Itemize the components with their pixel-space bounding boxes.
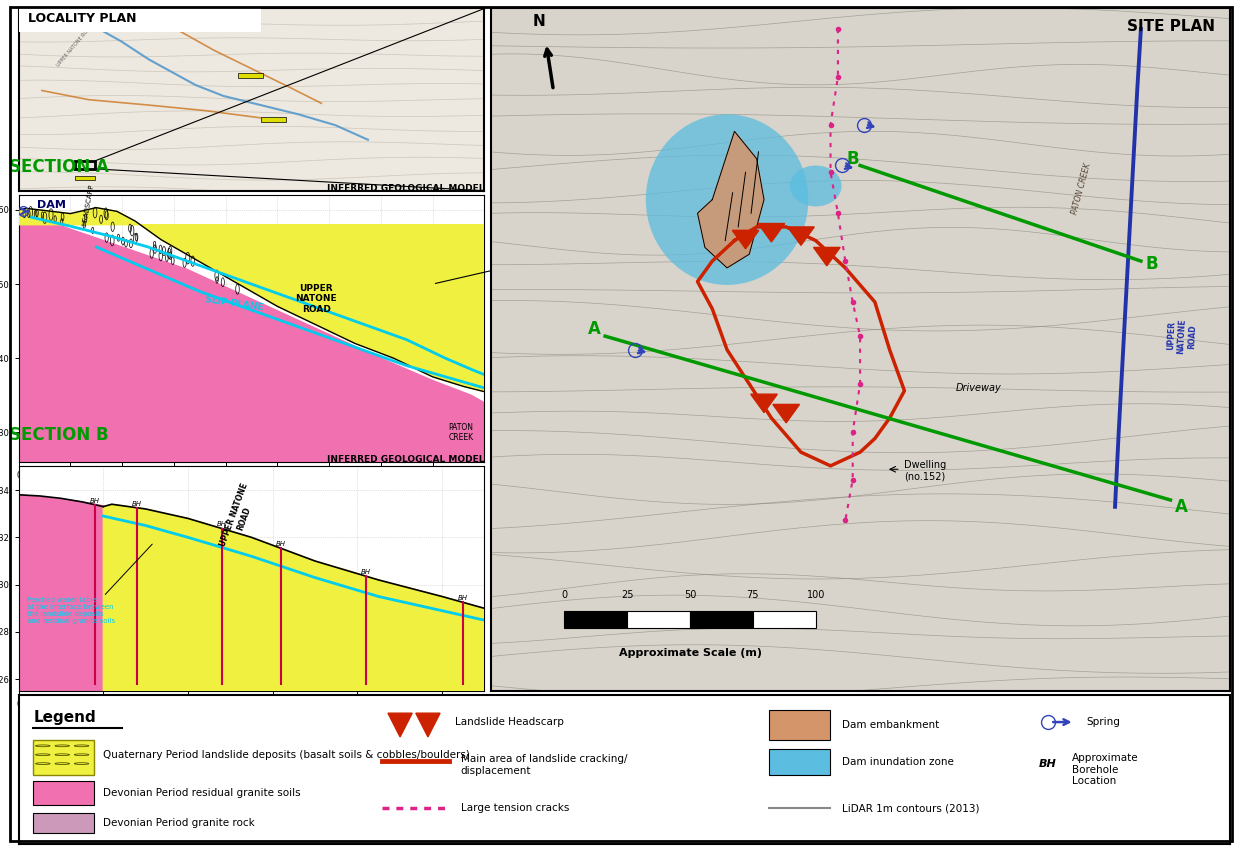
Bar [753,611,816,628]
Text: LiDAR 1m contours (2013): LiDAR 1m contours (2013) [842,803,980,813]
Polygon shape [758,224,785,242]
Text: BH: BH [276,541,286,547]
Text: UPPER NATONE ROAD: UPPER NATONE ROAD [56,24,94,68]
Text: Devonian Period residual granite soils: Devonian Period residual granite soils [103,789,301,798]
Polygon shape [19,494,484,691]
Polygon shape [388,713,412,737]
Polygon shape [19,208,484,392]
Text: Dwelling
(no.152): Dwelling (no.152) [904,460,946,482]
Polygon shape [733,231,759,248]
Text: 50: 50 [684,590,697,600]
Text: Spring: Spring [1087,717,1120,727]
FancyBboxPatch shape [34,739,93,775]
Text: Landslide deposits have
pushed out into Paton
Creek (1.5m vertical
step): Landslide deposits have pushed out into … [497,336,581,364]
Bar [75,161,96,169]
Text: LOCALITY PLAN: LOCALITY PLAN [27,12,137,25]
Text: A: A [1175,498,1189,516]
Text: 25: 25 [621,590,633,600]
Text: BH: BH [217,522,227,527]
Text: BH: BH [361,569,371,575]
Text: BH: BH [132,500,142,506]
Text: BH: BH [1040,759,1057,768]
Text: A: A [587,321,600,338]
Text: INFERRED GEOLOGICAL MODEL: INFERRED GEOLOGICAL MODEL [327,455,484,464]
Text: SECTION B: SECTION B [10,426,109,444]
Text: 0: 0 [561,590,568,600]
Text: Legend: Legend [34,711,96,725]
Text: Landslide Headscarp: Landslide Headscarp [455,717,564,727]
Bar [19,8,261,32]
Text: BH: BH [458,595,468,601]
Text: Dam embankment: Dam embankment [842,720,939,730]
Text: Approximate Scale (m): Approximate Scale (m) [619,648,761,658]
Text: BH: BH [89,498,99,504]
Bar [75,176,96,180]
Text: PATON
CREEK: PATON CREEK [448,423,473,442]
Text: 100: 100 [806,590,825,600]
Text: Large tension cracks: Large tension cracks [461,803,569,813]
Polygon shape [19,217,484,462]
Text: DAM: DAM [37,200,66,210]
Text: Driveway: Driveway [956,382,1002,393]
Ellipse shape [646,114,809,285]
FancyBboxPatch shape [769,749,830,775]
Text: Devonian Period granite rock: Devonian Period granite rock [103,818,255,828]
Polygon shape [416,713,440,737]
Text: PATON CREEK: PATON CREEK [1071,162,1093,215]
Text: Approximate
Borehole
Location: Approximate Borehole Location [1072,753,1139,786]
FancyBboxPatch shape [769,711,830,739]
Text: 75: 75 [746,590,759,600]
Bar [237,73,263,78]
Polygon shape [787,227,815,245]
Bar [627,611,691,628]
Ellipse shape [790,165,842,206]
Text: SITE PLAN: SITE PLAN [1126,19,1215,34]
Polygon shape [19,217,484,462]
FancyBboxPatch shape [34,812,93,834]
Text: Main area of landslide cracking/
displacement: Main area of landslide cracking/ displac… [461,755,627,776]
Polygon shape [19,494,484,691]
Bar [261,117,287,121]
Text: B: B [846,149,859,168]
Text: HEADSCARP: HEADSCARP [82,183,96,226]
Text: Perched water table
at the interface between
the landslide deposits
and residual: Perched water table at the interface bet… [497,270,595,310]
Text: Quaternary Period landslide deposits (basalt soils & cobbles/boulders): Quaternary Period landslide deposits (ba… [103,750,471,760]
Text: UPPER NATONE
ROAD: UPPER NATONE ROAD [219,482,260,551]
Text: B: B [1145,255,1159,273]
Polygon shape [773,404,800,423]
Bar [564,611,627,628]
Polygon shape [103,505,484,691]
Text: Dam inundation zone: Dam inundation zone [842,757,954,767]
Polygon shape [750,394,777,413]
Text: UPPER
NATONE
ROAD: UPPER NATONE ROAD [296,284,337,314]
Polygon shape [698,131,764,268]
Text: SECTION A: SECTION A [10,159,109,176]
Text: UPPER
NATONE
ROAD: UPPER NATONE ROAD [1166,318,1197,354]
Text: INFERRED GEOLOGICAL MODEL: INFERRED GEOLOGICAL MODEL [327,184,484,192]
Polygon shape [814,248,840,265]
Text: Perched water table
at the interface between
the landslide deposits
and residual: Perched water table at the interface bet… [27,596,116,623]
FancyBboxPatch shape [34,782,93,806]
Text: N: N [533,14,545,29]
Text: SLIP PLANE: SLIP PLANE [205,295,265,312]
Bar [691,611,753,628]
